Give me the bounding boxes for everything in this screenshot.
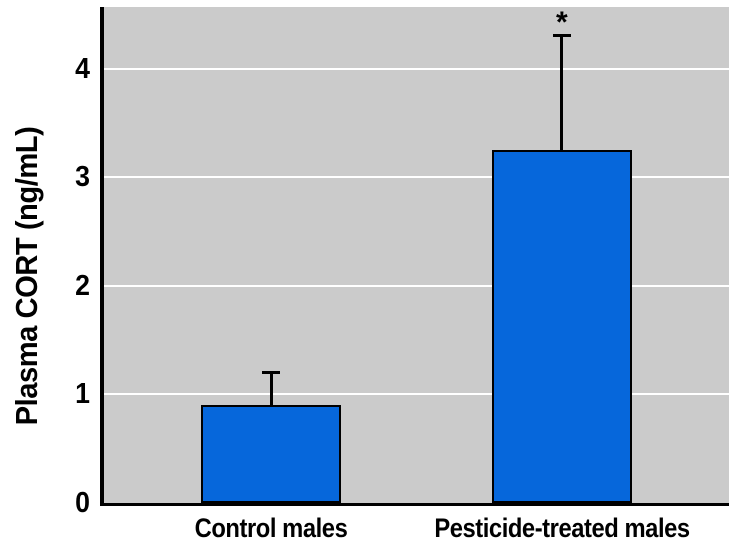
gridline [104, 393, 729, 396]
y-tick-label: 4 [75, 52, 90, 85]
error-bar-cap [552, 34, 571, 38]
y-tick-label: 1 [75, 378, 90, 411]
significance-asterisk: * [555, 6, 568, 40]
gridline [104, 67, 729, 70]
x-category-label: Pesticide-treated males [434, 513, 690, 543]
x-category-label: Control males [194, 513, 348, 543]
plot-area: * [100, 7, 729, 506]
gridline [104, 284, 729, 287]
y-tick-label: 3 [75, 161, 90, 194]
error-bar-cap [262, 370, 281, 374]
gridline [104, 176, 729, 179]
error-bar-line [269, 370, 273, 408]
bar [491, 150, 632, 503]
y-tick-label: 2 [75, 269, 90, 302]
bar [201, 405, 342, 503]
y-tick-label: 0 [75, 487, 90, 519]
error-bar-line [560, 34, 564, 153]
